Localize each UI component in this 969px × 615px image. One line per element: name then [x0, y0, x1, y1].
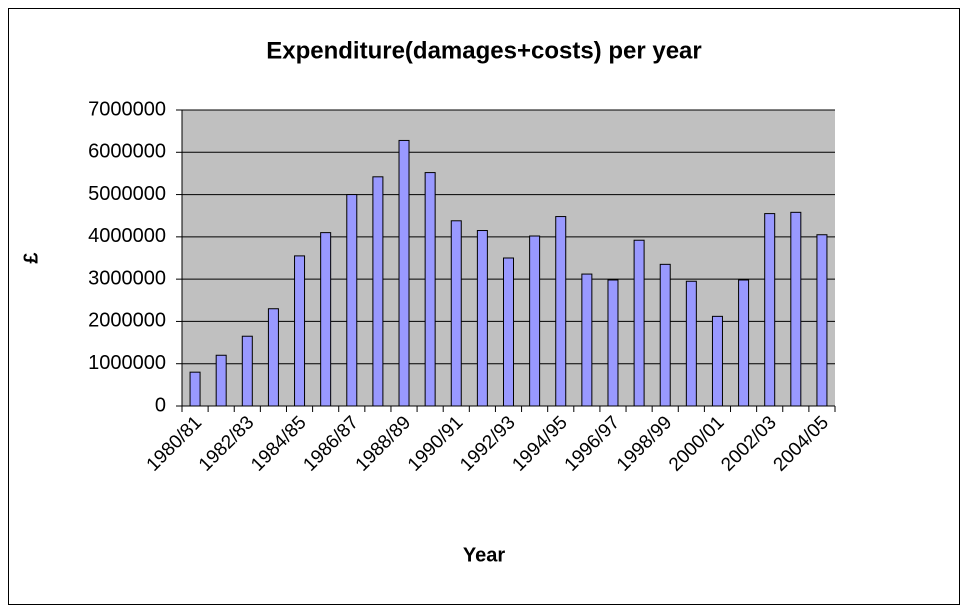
bar — [215, 354, 227, 407]
bar — [267, 308, 279, 407]
y-tick-label: 1000000 — [88, 352, 166, 374]
bar — [764, 213, 776, 407]
bar — [816, 234, 828, 407]
y-tick-label: 4000000 — [88, 225, 166, 247]
x-axis-label: Year — [463, 544, 505, 566]
bar — [581, 273, 593, 407]
bar — [529, 235, 541, 407]
bar — [633, 239, 645, 407]
bar — [738, 279, 750, 407]
y-tick-label: 7000000 — [88, 98, 166, 120]
y-tick-label: 2000000 — [88, 310, 166, 332]
bar — [790, 211, 802, 407]
bar — [241, 335, 253, 407]
y-tick-label: 0 — [155, 394, 166, 416]
y-tick-label: 5000000 — [88, 183, 166, 205]
bar — [555, 216, 567, 407]
bar — [424, 172, 436, 407]
bar — [320, 232, 332, 407]
y-axis-label: £ — [20, 252, 42, 263]
bar — [711, 315, 723, 407]
bar — [659, 263, 671, 407]
bar — [346, 194, 358, 407]
chart-title: Expenditure(damages+costs) per year — [266, 37, 702, 64]
bar — [476, 230, 488, 407]
bar — [189, 371, 201, 407]
y-tick-label: 6000000 — [88, 141, 166, 163]
bar — [294, 255, 306, 407]
bar — [450, 220, 462, 407]
bar — [685, 280, 697, 407]
bar — [398, 139, 410, 407]
bar — [503, 257, 514, 407]
y-tick-label: 3000000 — [88, 267, 166, 289]
bar — [607, 279, 619, 407]
bar — [372, 176, 384, 407]
